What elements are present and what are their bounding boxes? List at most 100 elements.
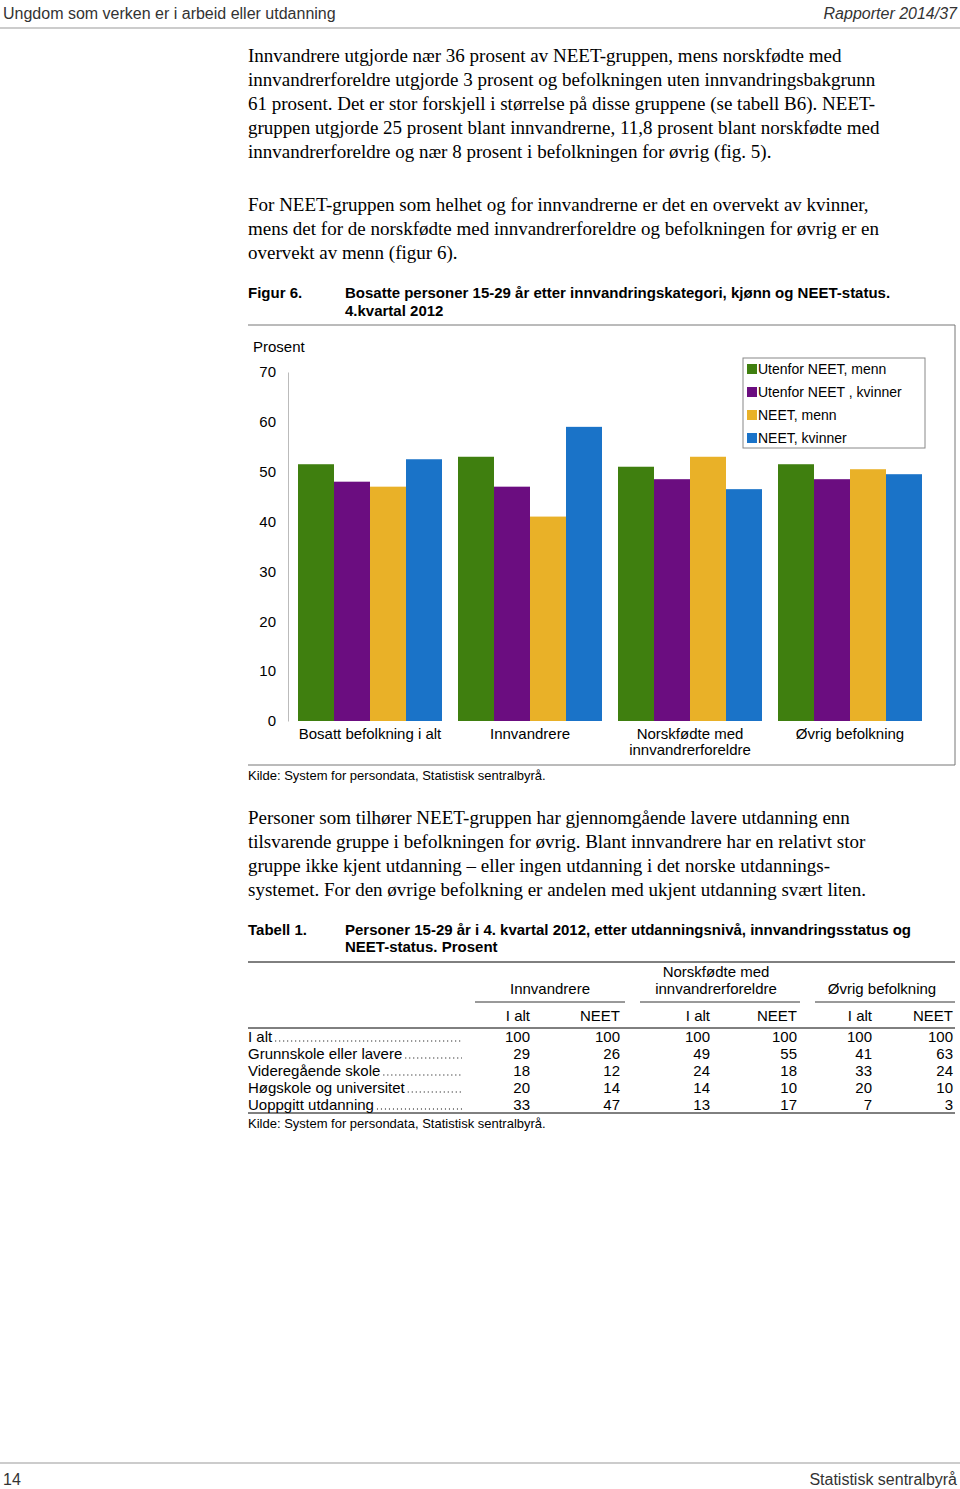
table-cell: 18 xyxy=(780,1062,797,1079)
table-cell: 100 xyxy=(847,1028,872,1045)
bar xyxy=(618,467,654,721)
table-label: Tabell 1. xyxy=(248,921,307,938)
bar xyxy=(334,482,370,721)
body-text: innvandrerforeldre og nær 8 prosent i be… xyxy=(248,141,771,163)
table-cell: 26 xyxy=(603,1045,620,1062)
tick-label: 30 xyxy=(259,563,276,580)
column-header: NEET xyxy=(757,1007,797,1024)
table-cell: 47 xyxy=(603,1096,620,1113)
legend-swatch xyxy=(747,410,757,420)
body-text: mens det for de norskfødte med innvandre… xyxy=(248,218,880,239)
bars xyxy=(298,427,922,721)
body-text: For NEET-gruppen som helhet og for innva… xyxy=(248,194,869,215)
column-header: NEET xyxy=(913,1007,953,1024)
table-cell: 3 xyxy=(945,1096,953,1113)
bar xyxy=(370,487,406,721)
page: Ungdom som verken er i arbeid eller utda… xyxy=(0,0,960,1489)
table-source: Kilde: System for persondata, Statistisk… xyxy=(248,1116,546,1131)
table-cell: 13 xyxy=(693,1096,710,1113)
axis-title: Prosent xyxy=(253,338,306,355)
report-number: Rapporter 2014/37 xyxy=(824,5,959,22)
y-axis: 0 10 20 30 40 50 60 70 xyxy=(259,363,288,729)
tick-label: 20 xyxy=(259,613,276,630)
category-label: Innvandrere xyxy=(490,725,570,742)
body-text: systemet. For den øvrige befolkning er a… xyxy=(248,879,866,900)
tick-label: 50 xyxy=(259,463,276,480)
running-header: Ungdom som verken er i arbeid eller utda… xyxy=(3,5,336,22)
header-rule xyxy=(0,28,960,29)
chart-title: Bosatte personer 15-29 år etter innvandr… xyxy=(345,284,890,301)
tick: 50 xyxy=(259,463,288,480)
chart-subtitle: 4.kvartal 2012 xyxy=(345,302,443,319)
bar xyxy=(886,474,922,721)
table-cell: 100 xyxy=(685,1028,710,1045)
table-cell: 100 xyxy=(928,1028,953,1045)
body-text: gruppen utgjorde 25 prosent blant innvan… xyxy=(248,117,880,138)
table-cell: 14 xyxy=(603,1079,620,1096)
table-cell: 20 xyxy=(513,1079,530,1096)
table-cell: 100 xyxy=(595,1028,620,1045)
tick-label: 10 xyxy=(259,662,276,679)
bar xyxy=(494,487,530,721)
table-title: NEET-status. Prosent xyxy=(345,938,498,955)
row-label: Uoppgitt utdanning xyxy=(248,1096,374,1113)
legend-swatch xyxy=(747,387,757,397)
row-label: Grunnskole eller lavere xyxy=(248,1045,402,1062)
dot-leader xyxy=(275,1040,462,1041)
column-header: I alt xyxy=(686,1007,711,1024)
table-cell: 10 xyxy=(780,1079,797,1096)
column-group: innvandrerforeldre xyxy=(655,980,777,997)
row-label: Høgskole og universitet xyxy=(248,1079,406,1096)
x-axis: Bosatt befolkning i alt Innvandrere Norskf… xyxy=(299,721,905,758)
tick-label: 0 xyxy=(268,712,276,729)
table-cell: 7 xyxy=(864,1096,872,1113)
dot-leader xyxy=(377,1108,462,1109)
figure-label: Figur 6. xyxy=(248,284,302,301)
body-text: 61 prosent. Det er stor forskjell i stør… xyxy=(248,93,875,115)
bar xyxy=(850,469,886,721)
legend-entry: Utenfor NEET, menn xyxy=(758,361,886,377)
figure-source: Kilde: System for persondata, Statistisk… xyxy=(248,768,546,783)
column-header: NEET xyxy=(580,1007,620,1024)
tick: Bosatt befolkning i alt xyxy=(299,721,442,742)
tick-label: 70 xyxy=(259,363,276,380)
table-rule xyxy=(248,962,955,963)
body-text: overvekt av menn (figur 6). xyxy=(248,242,457,264)
column-header: I alt xyxy=(506,1007,531,1024)
figure-frame xyxy=(248,765,955,766)
bar xyxy=(298,464,334,721)
table-cell: 55 xyxy=(780,1045,797,1062)
figure-frame xyxy=(248,325,955,326)
tick: 30 xyxy=(259,563,288,580)
table-cell: 63 xyxy=(936,1045,953,1062)
legend-swatch xyxy=(747,433,757,443)
tick: 60 xyxy=(259,413,288,430)
body-text: innvandrerforeldre utgjorde 3 prosent og… xyxy=(248,69,876,90)
table-cell: 33 xyxy=(855,1062,872,1079)
bar xyxy=(690,457,726,721)
legend-box xyxy=(743,358,925,448)
bar xyxy=(530,517,566,721)
column-group: Norskfødte med xyxy=(663,963,770,980)
tick: Innvandrere xyxy=(490,721,570,742)
tick: 10 xyxy=(259,662,288,679)
axis-line xyxy=(288,373,289,722)
bar xyxy=(458,457,494,721)
category-label: Øvrig befolkning xyxy=(796,725,904,742)
page-number: 14 xyxy=(3,1471,21,1488)
dot-leader xyxy=(408,1091,462,1092)
bar xyxy=(814,479,850,721)
tick-label: 40 xyxy=(259,513,276,530)
table-title: Personer 15-29 år i 4. kvartal 2012, ett… xyxy=(345,921,911,938)
table-rule xyxy=(248,1113,955,1114)
table-cell: 24 xyxy=(936,1062,953,1079)
tick: 40 xyxy=(259,513,288,530)
tick: Norskfødte medinnvandrerforeldre xyxy=(629,721,751,758)
footer-rule xyxy=(0,1463,960,1464)
body-text: Personer som tilhører NEET-gruppen har g… xyxy=(248,807,850,828)
table-cell: 12 xyxy=(603,1062,620,1079)
bar xyxy=(406,459,442,721)
table-cell: 33 xyxy=(513,1096,530,1113)
bar xyxy=(726,489,762,721)
legend: Utenfor NEET, mennUtenfor NEET , kvinner… xyxy=(743,358,925,448)
